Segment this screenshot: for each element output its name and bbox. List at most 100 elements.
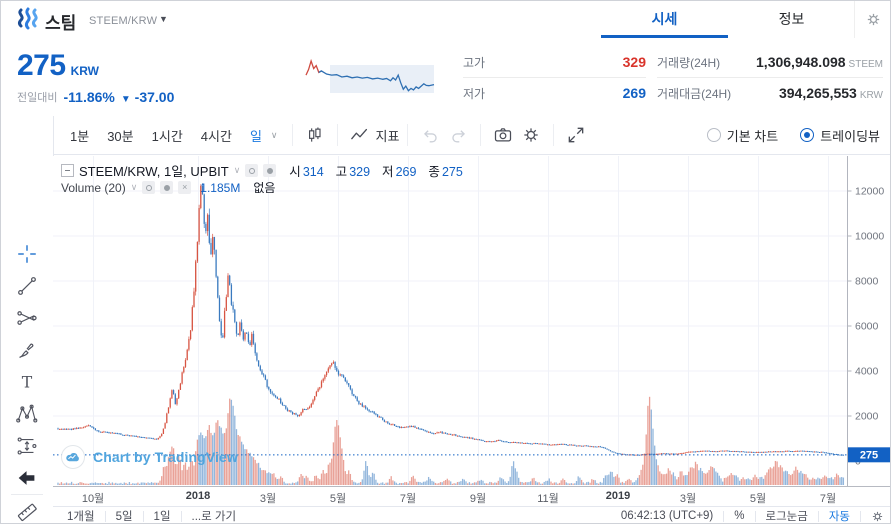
range-1day-button[interactable]: 1일 (153, 511, 171, 523)
legend-eye-button[interactable] (245, 164, 259, 177)
coin-pair: STEEM/KRW (89, 15, 158, 27)
svg-text:4000: 4000 (855, 366, 879, 378)
stat-amount: 거래대금(24H) 394,265,553 KRW (657, 78, 883, 108)
stat-amount-unit: KRW (859, 90, 883, 101)
chart-bottom-bar: 1개월 5일 1일 ...로 가기 06:42:13 (UTC+9) % 로그눈… (53, 506, 890, 523)
volume-legend: Volume (20) ∨ × 1.185M 없음 (61, 179, 275, 196)
trend-line-tool[interactable] (14, 273, 40, 299)
measure-tool[interactable] (14, 499, 40, 523)
indicators-label[interactable]: 지표 (375, 128, 400, 144)
interval-4h-button[interactable]: 4시간 (200, 128, 232, 144)
stat-high: 고가 329 (463, 47, 646, 78)
time-axis-label: 5월 (749, 493, 767, 505)
price-chart-canvas[interactable]: 120001000080006000400020000275 (53, 156, 891, 486)
range-1month-button[interactable]: 1개월 (67, 511, 95, 523)
tab-market-price[interactable]: 시세 (601, 1, 728, 38)
log-scale-button[interactable]: 로그눈금 (765, 511, 808, 523)
time-axis-label: 7월 (399, 493, 417, 505)
time-axis-label: 3월 (679, 493, 697, 505)
interval-30m-button[interactable]: 30분 (107, 128, 134, 144)
basic-chart-radio[interactable]: 기본 차트 (706, 126, 778, 145)
range-5day-button[interactable]: 5일 (115, 511, 133, 523)
change-amount: -37.00 (134, 89, 175, 105)
time-axis[interactable]: 10월 2018 3월 5월 7월 9월 11월 2019 3월 5월 7월 (53, 486, 890, 507)
tradingview-watermark[interactable]: Chart by TradingView (61, 445, 238, 469)
crosshair-icon (18, 245, 36, 263)
legend-settings-button[interactable] (263, 164, 277, 177)
header-settings-button[interactable] (854, 1, 890, 38)
interval-1h-button[interactable]: 1시간 (151, 128, 183, 144)
text-tool[interactable]: T (14, 369, 40, 395)
brush-tool[interactable] (14, 337, 40, 363)
crosshair-tool[interactable] (14, 241, 40, 267)
goto-date-button[interactable]: ...로 가기 (191, 511, 237, 523)
volume-label: Volume (20) (61, 180, 126, 195)
legend-caret-icon[interactable]: ∨ (233, 165, 241, 175)
zigzag-line-icon (350, 128, 367, 140)
interval-1d-button[interactable]: 일 (249, 128, 262, 144)
volume-close-button[interactable]: × (178, 181, 192, 194)
volume-eye-button[interactable] (142, 181, 156, 194)
gann-fibonacci-tool[interactable] (14, 305, 40, 331)
clock-readout[interactable]: 06:42:13 (UTC+9) (620, 510, 714, 522)
ohlc-readout: 시 314 고 329 저 269 종 275 (289, 165, 463, 179)
watermark-text: Chart by TradingView (93, 449, 238, 465)
high-value: 329 (349, 165, 371, 179)
xabcd-pattern-tool[interactable] (14, 401, 40, 427)
auto-scale-button[interactable]: 자동 (828, 511, 850, 523)
chart-style-button[interactable] (301, 121, 329, 149)
open-value: 314 (302, 165, 324, 179)
change-label: 전일대비 (17, 92, 58, 104)
volume-settings-button[interactable] (160, 181, 174, 194)
arrow-mark-icon (18, 471, 35, 485)
indicators-button[interactable] (346, 121, 374, 149)
svg-text:8000: 8000 (855, 276, 879, 288)
tradingview-radio[interactable]: 트레이딩뷰 (800, 126, 880, 145)
fibonacci-icon (17, 311, 37, 325)
change-percent: -11.86% (63, 89, 115, 105)
drawing-tools-sidebar: T (1, 116, 54, 523)
redo-button[interactable] (444, 121, 472, 149)
stat-volume-label: 거래량(24H) (657, 55, 721, 70)
svg-text:10000: 10000 (855, 231, 884, 243)
chart-toolbar: 1분 30분 1시간 4시간 일 ∨ 지표 (53, 116, 890, 155)
brush-icon (19, 343, 34, 358)
volume-value: 1.185M (200, 180, 241, 195)
time-axis-label: 9월 (469, 493, 487, 505)
interval-1m-button[interactable]: 1분 (70, 128, 90, 144)
projection-tool[interactable] (14, 433, 40, 459)
gear-icon (524, 128, 539, 142)
arrow-mark-tool[interactable] (14, 465, 40, 491)
radio-off-icon (706, 128, 721, 142)
axis-settings-gear-icon[interactable] (871, 510, 884, 523)
undo-button[interactable] (416, 121, 444, 149)
volume-caret-icon[interactable]: ∨ (130, 182, 138, 192)
coin-dropdown-caret[interactable]: ▼ (159, 14, 168, 24)
time-axis-label: 5월 (329, 493, 347, 505)
tab-info[interactable]: 정보 (778, 11, 805, 27)
stat-volume: 거래량(24H) 1,306,948.098 STEEM (657, 47, 883, 78)
mini-price-sparkline (305, 58, 435, 93)
svg-text:275: 275 (860, 450, 878, 462)
down-arrow-icon: ▼ (120, 94, 131, 105)
redo-arrow-icon (452, 129, 465, 143)
stat-high-label: 고가 (463, 55, 486, 70)
interval-dropdown-caret[interactable]: ∨ (270, 129, 278, 140)
undo-arrow-icon (423, 129, 437, 143)
gear-icon (867, 13, 880, 26)
price-summary-bar: 275 KRW 전일대비 -11.86% ▼ -37.00 고가 329 저가 … (1, 39, 890, 117)
coin-name: 스팀 (45, 14, 77, 33)
tradingview-label: 트레이딩뷰 (820, 128, 880, 144)
legend-collapse-icon[interactable] (61, 164, 74, 177)
stat-low: 저가 269 (463, 78, 646, 108)
legend-symbol: STEEM/KRW, 1일, UPBIT (79, 164, 229, 179)
snapshot-button[interactable] (489, 121, 517, 149)
chart-settings-button[interactable] (517, 121, 545, 149)
stat-high-value: 329 (622, 54, 646, 70)
percent-scale-button[interactable]: % (734, 510, 745, 522)
low-value: 269 (395, 165, 417, 179)
time-axis-label: 10월 (81, 493, 105, 505)
fullscreen-button[interactable] (562, 121, 590, 149)
time-axis-label: 2018 (185, 490, 211, 502)
